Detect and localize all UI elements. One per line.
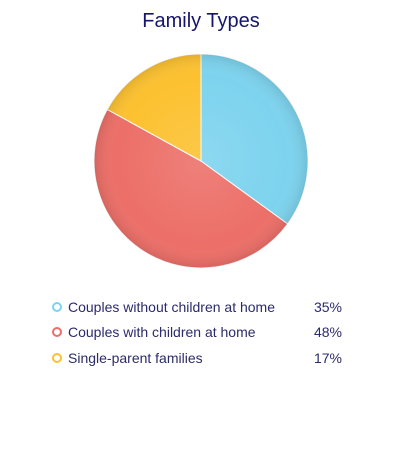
legend-marker-icon xyxy=(52,301,62,312)
legend-label: Couples without children at home xyxy=(68,298,276,315)
pie-chart xyxy=(93,53,309,269)
legend-marker-icon xyxy=(52,327,62,338)
chart-legend: Couples without children at home 35% Cou… xyxy=(52,294,352,371)
legend-label: Couples with children at home xyxy=(68,324,256,341)
legend-item[interactable]: Single-parent families 17% xyxy=(52,345,352,371)
chart-title: Family Types xyxy=(142,10,260,32)
legend-item[interactable]: Couples without children at home 35% xyxy=(52,294,352,320)
legend-label: Single-parent families xyxy=(68,349,203,366)
legend-value: 35% xyxy=(313,298,342,315)
legend-value: 48% xyxy=(313,324,342,341)
legend-item[interactable]: Couples with children at home 48% xyxy=(52,320,352,346)
legend-value: 17% xyxy=(313,349,342,366)
legend-marker-icon xyxy=(52,352,62,363)
